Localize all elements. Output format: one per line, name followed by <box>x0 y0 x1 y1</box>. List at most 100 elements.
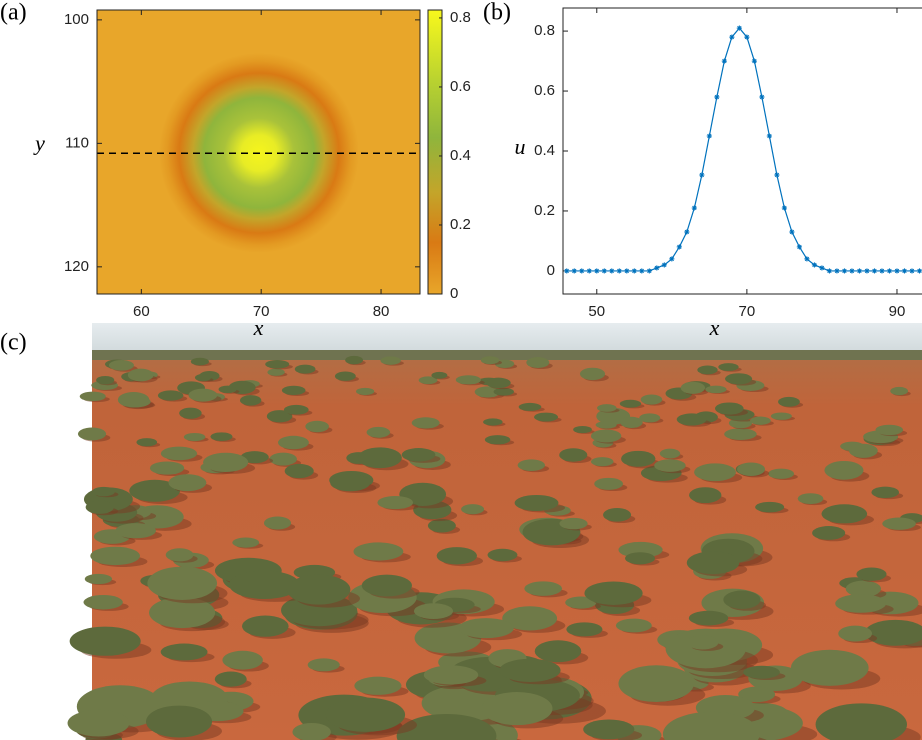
shrub <box>147 566 218 600</box>
shrub <box>115 523 156 539</box>
shrub <box>67 709 130 737</box>
shrub <box>79 391 106 402</box>
y-tick-label: 120 <box>64 258 89 275</box>
shrub <box>284 463 314 479</box>
colorbar-tick-label: 0 <box>450 285 458 302</box>
shrub <box>618 665 694 703</box>
data-point <box>796 244 803 250</box>
shrub <box>188 388 218 402</box>
shrub <box>812 526 846 540</box>
shrub <box>654 459 686 472</box>
y-tick-label: 0.4 <box>534 142 555 159</box>
shrub <box>157 390 184 401</box>
data-point <box>886 268 893 274</box>
data-point <box>736 25 742 31</box>
shrub <box>232 537 260 548</box>
y-tick-label: 0 <box>547 262 555 279</box>
data-point <box>601 268 607 274</box>
shrub <box>534 640 582 663</box>
shrub <box>84 573 113 585</box>
shrub <box>694 463 736 482</box>
shrub <box>662 711 760 740</box>
colorbar-tick-label: 0.2 <box>450 216 471 233</box>
shrub <box>83 594 123 610</box>
shrub <box>286 574 351 605</box>
shrub <box>584 581 643 605</box>
shrub <box>281 385 306 396</box>
data-point <box>721 58 727 64</box>
photo <box>67 323 922 740</box>
shrub <box>790 649 869 686</box>
shrub <box>591 457 614 467</box>
shrub <box>815 703 907 740</box>
shrub <box>697 365 718 375</box>
shrub <box>90 546 140 566</box>
shrub <box>579 367 606 381</box>
shrub <box>239 395 262 406</box>
shrub <box>69 626 141 656</box>
data-point <box>811 262 818 268</box>
sky <box>92 323 922 355</box>
shrub <box>203 452 249 472</box>
data-point <box>639 268 645 274</box>
data-point <box>706 133 712 139</box>
data-point <box>766 133 772 139</box>
data-point <box>646 268 652 274</box>
shrub <box>676 413 707 426</box>
shrub <box>165 548 194 562</box>
shrub <box>738 686 776 703</box>
shrub <box>218 385 237 394</box>
shrub <box>590 429 622 443</box>
shrub <box>534 412 559 422</box>
shrub <box>307 658 340 672</box>
x-tick-label: 70 <box>739 303 756 320</box>
shrub <box>423 665 479 685</box>
shrub <box>688 610 729 626</box>
shrub <box>127 368 154 382</box>
data-point <box>564 268 570 274</box>
shrub <box>431 371 448 379</box>
shrub <box>354 676 402 695</box>
shrub <box>474 386 501 398</box>
data-point <box>661 262 667 268</box>
data-point <box>751 58 757 64</box>
shrub <box>401 448 436 462</box>
shrub <box>119 395 151 408</box>
shrub <box>871 486 900 499</box>
y-tick-label: 0.2 <box>534 202 555 219</box>
shrub <box>583 719 635 740</box>
data-point <box>901 268 908 274</box>
x-tick-label: 90 <box>889 303 906 320</box>
shrub <box>618 541 663 558</box>
shrub <box>502 606 558 631</box>
data-point <box>654 265 660 271</box>
shrub <box>269 452 297 466</box>
shrub <box>194 373 212 382</box>
shrub <box>514 494 559 511</box>
shrub <box>750 416 771 425</box>
shrub <box>92 486 115 497</box>
shrub <box>179 407 202 419</box>
shrub <box>835 594 887 613</box>
shrub <box>160 446 198 461</box>
x-tick-label: 50 <box>588 303 605 320</box>
shrub <box>190 357 209 366</box>
shrub <box>229 570 300 600</box>
shrub <box>573 425 592 434</box>
shrub <box>493 387 514 396</box>
colorbar <box>427 9 443 295</box>
shrub <box>718 363 739 371</box>
shrub <box>686 551 740 575</box>
shrub <box>149 461 185 475</box>
data-point <box>759 94 765 100</box>
shrub <box>737 462 765 477</box>
y-axis-label: u <box>515 134 526 159</box>
x-tick-label: 80 <box>373 303 390 320</box>
shrub <box>619 399 642 408</box>
heatmap <box>97 10 420 294</box>
shrub <box>524 581 562 596</box>
colorbar-tick-label: 0.8 <box>450 9 471 26</box>
shrub <box>455 375 481 385</box>
shrub <box>526 357 550 368</box>
shrub <box>263 516 292 530</box>
